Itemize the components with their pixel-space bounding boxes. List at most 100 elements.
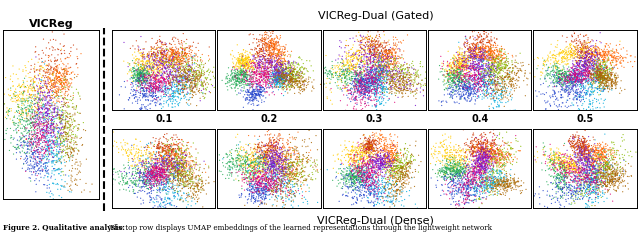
Point bbox=[158, 43, 168, 47]
Point bbox=[122, 79, 132, 83]
Point bbox=[232, 61, 242, 65]
Point bbox=[159, 149, 169, 152]
Point bbox=[28, 120, 38, 124]
Point bbox=[554, 80, 564, 84]
Point bbox=[583, 60, 593, 63]
Point bbox=[45, 104, 55, 107]
Point bbox=[196, 80, 207, 84]
Point bbox=[368, 133, 378, 137]
Point bbox=[38, 183, 49, 186]
Point bbox=[184, 57, 194, 61]
Point bbox=[572, 69, 582, 72]
Point bbox=[584, 177, 595, 181]
Point bbox=[469, 187, 479, 190]
Point bbox=[296, 168, 306, 171]
Point bbox=[55, 83, 65, 86]
Point bbox=[385, 200, 395, 204]
Point bbox=[449, 174, 459, 178]
Point bbox=[584, 63, 595, 67]
Point bbox=[280, 163, 290, 167]
Point bbox=[253, 175, 263, 179]
Point bbox=[143, 73, 154, 77]
Point bbox=[38, 113, 49, 116]
Point bbox=[340, 190, 351, 194]
Point bbox=[470, 51, 481, 55]
Point bbox=[599, 58, 609, 61]
Point bbox=[598, 75, 608, 79]
Point bbox=[376, 148, 386, 152]
Point bbox=[147, 156, 157, 159]
Point bbox=[582, 63, 593, 67]
Point bbox=[578, 153, 588, 157]
Point bbox=[164, 60, 174, 64]
Point bbox=[390, 83, 400, 86]
Point bbox=[466, 153, 476, 157]
Point bbox=[36, 86, 46, 90]
Point bbox=[511, 185, 521, 189]
Point bbox=[362, 33, 372, 37]
Point bbox=[476, 181, 486, 185]
Point bbox=[447, 70, 458, 74]
Point bbox=[45, 189, 56, 193]
Point bbox=[568, 145, 579, 149]
Point bbox=[154, 138, 164, 142]
Point bbox=[447, 167, 457, 171]
Point bbox=[254, 83, 264, 87]
Point bbox=[75, 170, 85, 174]
Point bbox=[275, 62, 285, 66]
Point bbox=[238, 70, 248, 74]
Point bbox=[469, 69, 479, 72]
Point bbox=[561, 199, 572, 203]
Point bbox=[127, 94, 137, 98]
Point bbox=[355, 167, 365, 170]
Point bbox=[581, 74, 591, 77]
Point bbox=[403, 69, 413, 73]
Point bbox=[573, 152, 583, 156]
Point bbox=[230, 149, 241, 152]
Point bbox=[362, 194, 372, 198]
Point bbox=[376, 133, 386, 137]
Point bbox=[595, 86, 605, 90]
Point bbox=[62, 115, 72, 118]
Point bbox=[178, 160, 188, 163]
Point bbox=[574, 72, 584, 76]
Point bbox=[387, 160, 397, 164]
Point bbox=[573, 174, 584, 178]
Point bbox=[382, 74, 392, 78]
Point bbox=[584, 69, 594, 73]
Point bbox=[59, 72, 69, 76]
Point bbox=[286, 157, 296, 161]
Point bbox=[372, 159, 383, 163]
Point bbox=[387, 202, 397, 206]
Point bbox=[360, 86, 370, 90]
Point bbox=[382, 176, 392, 179]
Point bbox=[22, 157, 33, 161]
Point bbox=[394, 61, 404, 65]
Point bbox=[198, 87, 209, 91]
Point bbox=[151, 53, 161, 57]
Point bbox=[302, 161, 312, 165]
Point bbox=[189, 66, 200, 70]
Point bbox=[280, 167, 291, 171]
Point bbox=[156, 40, 166, 43]
Point bbox=[280, 63, 291, 67]
Point bbox=[476, 184, 486, 188]
Point bbox=[266, 82, 276, 86]
Point bbox=[582, 64, 593, 68]
Point bbox=[255, 171, 266, 175]
Point bbox=[494, 105, 504, 109]
Point bbox=[384, 177, 394, 181]
Point bbox=[580, 202, 591, 205]
Point bbox=[256, 156, 266, 160]
Point bbox=[279, 57, 289, 61]
Point bbox=[27, 93, 37, 96]
Point bbox=[172, 75, 182, 79]
Point bbox=[247, 82, 257, 86]
Point bbox=[376, 155, 387, 159]
Point bbox=[138, 56, 148, 60]
Point bbox=[250, 80, 260, 84]
Point bbox=[70, 133, 81, 137]
Point bbox=[464, 194, 474, 198]
Point bbox=[468, 145, 479, 149]
Point bbox=[41, 131, 51, 134]
